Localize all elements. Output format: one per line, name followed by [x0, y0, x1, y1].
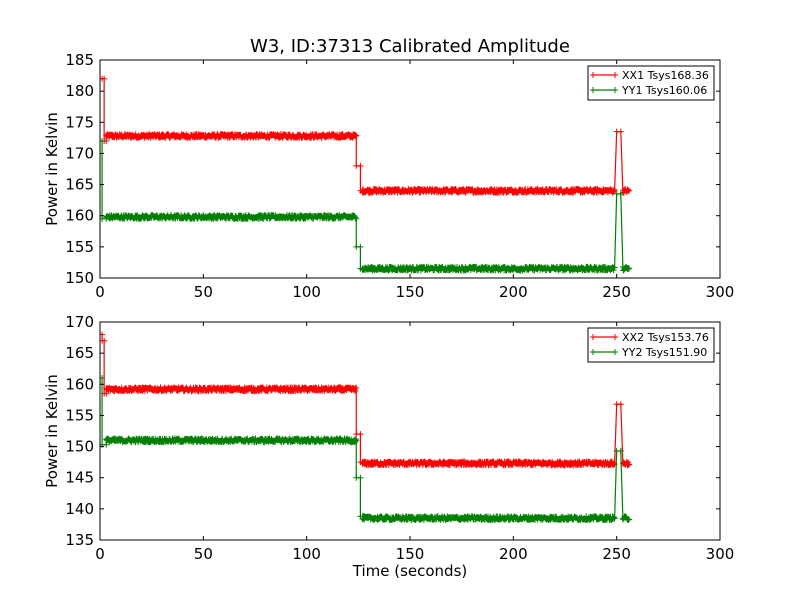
- series-markers-1-2: [100, 137, 633, 274]
- y-tick-label-2-4: 155: [65, 406, 94, 424]
- x-tick-label-2-1: 50: [194, 545, 213, 563]
- x-tick-label-2-5: 250: [602, 545, 631, 563]
- y-tick-label-1-3: 165: [65, 176, 94, 194]
- x-tick-label-1-5: 250: [602, 283, 631, 301]
- y-axis-label-2: Power in Kelvin: [43, 374, 61, 488]
- legend-box-1: [587, 65, 715, 101]
- x-tick-label-2-3: 150: [396, 545, 425, 563]
- x-tick-label-2-0: 0: [95, 545, 105, 563]
- subplot-1: 0 50 100 150 200 250 300 150 155 160 165 170 175 180 1…: [43, 51, 734, 301]
- x-tick-label-1-4: 200: [499, 283, 528, 301]
- legend-label-2-2: YY2 Tsys151.90: [621, 346, 707, 359]
- x-tick-label-2-6: 300: [706, 545, 735, 563]
- y-tick-label-2-3: 150: [65, 438, 94, 456]
- series-markers-1-1: [100, 75, 633, 196]
- legend-label-2-1: XX2 Tsys153.76: [622, 331, 709, 344]
- y-axis-label-1: Power in Kelvin: [43, 112, 61, 226]
- y-tick-label-1-0: 150: [65, 269, 94, 287]
- y-tick-label-1-6: 180: [65, 82, 94, 100]
- x-tick-label-1-2: 100: [292, 283, 321, 301]
- x-tick-label-1-0: 0: [95, 283, 105, 301]
- x-tick-label-2-2: 100: [292, 545, 321, 563]
- y-tick-label-1-7: 185: [65, 51, 94, 69]
- x-tick-label-2-4: 200: [499, 545, 528, 563]
- x-tick-label-1-3: 150: [396, 283, 425, 301]
- legend-marker-2-1: [590, 334, 618, 340]
- y-tick-label-2-5: 160: [65, 375, 94, 393]
- y-tick-label-2-2: 145: [65, 469, 94, 487]
- x-tick-label-1-1: 50: [194, 283, 213, 301]
- series-markers-2-2: [100, 375, 633, 524]
- legend-marker-1-2: [590, 87, 618, 93]
- y-tick-label-1-1: 155: [65, 238, 94, 256]
- y-tick-label-2-6: 165: [65, 344, 94, 362]
- figure-title: W3, ID:37313 Calibrated Amplitude: [250, 36, 570, 57]
- x-tick-label-1-6: 300: [706, 283, 735, 301]
- y-tick-label-2-1: 140: [65, 500, 94, 518]
- legend-marker-2-2: [590, 349, 618, 355]
- y-tick-label-2-0: 135: [65, 531, 94, 549]
- y-tick-label-1-2: 160: [65, 207, 94, 225]
- subplots: 0 50 100 150 200 250 300 150 155 160 165 170 175 180 1…: [43, 51, 734, 580]
- legend-label-1-1: XX1 Tsys168.36: [622, 69, 709, 82]
- legend-label-1-2: YY1 Tsys160.06: [621, 84, 707, 97]
- series-markers-2-1: [100, 331, 633, 469]
- y-tick-label-1-4: 170: [65, 144, 94, 162]
- y-tick-label-1-5: 175: [65, 113, 94, 131]
- legend-1: XX1 Tsys168.36 YY1 Tsys160.06: [587, 65, 715, 101]
- x-axis-label-2: Time (seconds): [352, 562, 468, 580]
- subplot-2: 0 50 100 150 200 250 300 135 140 145 150 155 160 165 1…: [43, 313, 734, 580]
- y-tick-label-2-7: 170: [65, 313, 94, 331]
- legend-box-2: [587, 327, 715, 363]
- legend-2: XX2 Tsys153.76 YY2 Tsys151.90: [587, 327, 715, 363]
- legend-marker-1-1: [590, 72, 618, 78]
